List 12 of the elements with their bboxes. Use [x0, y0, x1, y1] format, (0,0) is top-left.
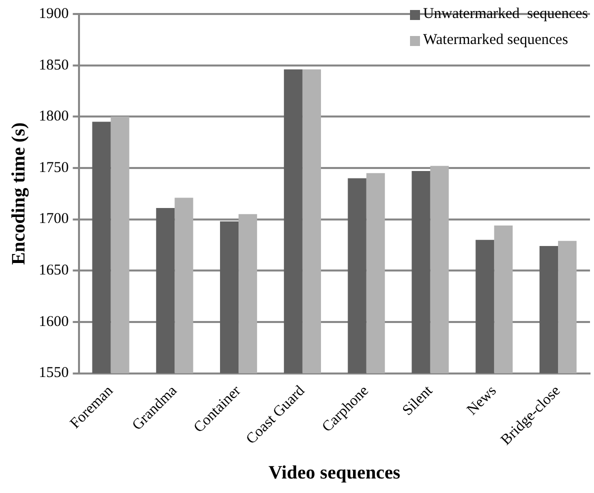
y-tick-label: 1650	[38, 262, 69, 279]
y-tick-label: 1550	[38, 365, 69, 382]
x-axis-title: Video sequences	[268, 462, 400, 484]
legend-label: Watermarked sequences	[423, 32, 568, 49]
y-tick-label: 1600	[38, 314, 69, 330]
y-tick-label: 1900	[38, 6, 69, 22]
y-tick-label: 1700	[38, 211, 69, 228]
y-tick-label: 1800	[38, 108, 69, 125]
y-axis-title: Encoding time (s)	[8, 122, 30, 265]
y-tick-label: 1750	[38, 160, 69, 176]
y-tick-label: 1850	[38, 57, 69, 74]
legend-label: Unwatermarked sequences	[423, 6, 588, 23]
